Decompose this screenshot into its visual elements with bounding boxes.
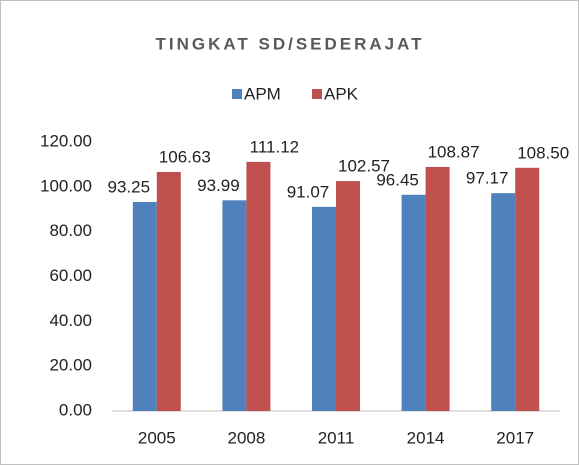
data-label: 97.17 bbox=[466, 169, 509, 188]
y-tick-label: 100.00 bbox=[40, 176, 92, 195]
data-label: 102.57 bbox=[338, 157, 390, 176]
x-tick-label: 2017 bbox=[496, 428, 534, 447]
data-label: 108.87 bbox=[428, 142, 480, 161]
x-tick-label: 2005 bbox=[138, 428, 176, 447]
legend-swatch bbox=[232, 89, 242, 99]
y-tick-label: 20.00 bbox=[49, 356, 92, 375]
y-tick-label: 0.00 bbox=[59, 400, 92, 419]
legend-swatch bbox=[312, 89, 322, 99]
legend-label: APK bbox=[324, 84, 359, 103]
y-tick-label: 60.00 bbox=[49, 266, 92, 285]
bar bbox=[222, 200, 247, 411]
data-label: 111.12 bbox=[250, 137, 299, 156]
data-label: 93.99 bbox=[197, 176, 240, 195]
bar bbox=[491, 193, 516, 411]
data-label: 91.07 bbox=[287, 182, 330, 201]
bar bbox=[515, 167, 540, 411]
x-tick-label: 2014 bbox=[407, 428, 445, 447]
x-tick-label: 2011 bbox=[318, 428, 355, 447]
y-tick-label: 40.00 bbox=[49, 311, 92, 330]
bar bbox=[312, 206, 336, 411]
data-label: 93.25 bbox=[108, 177, 151, 196]
y-tick-label: 80.00 bbox=[49, 221, 92, 240]
y-tick-label: 120.00 bbox=[40, 131, 92, 150]
data-label: 106.63 bbox=[159, 147, 211, 166]
data-label: 108.50 bbox=[517, 143, 569, 162]
x-tick-label: 2008 bbox=[227, 428, 265, 447]
bar bbox=[425, 166, 450, 411]
chart-title: TINGKAT SD/SEDERAJAT bbox=[155, 34, 424, 53]
bar bbox=[401, 194, 426, 411]
bar bbox=[132, 201, 157, 411]
bar bbox=[246, 161, 271, 411]
bar bbox=[336, 181, 360, 411]
data-label: 96.45 bbox=[376, 170, 419, 189]
legend-label: APM bbox=[244, 84, 281, 103]
bar bbox=[156, 171, 181, 411]
